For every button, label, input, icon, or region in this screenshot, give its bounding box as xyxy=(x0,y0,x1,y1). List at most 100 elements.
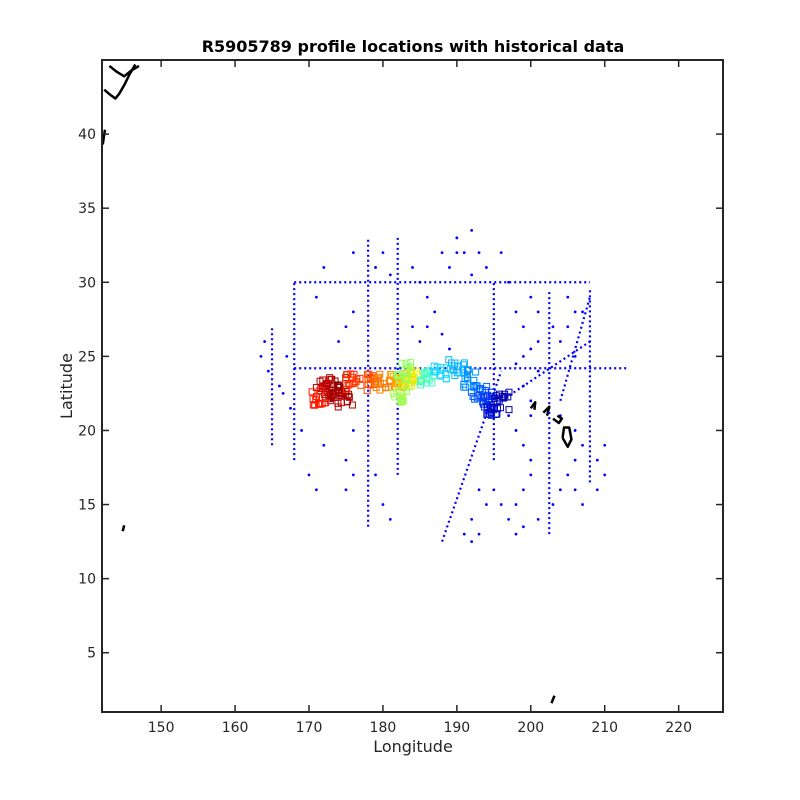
plot-area xyxy=(102,63,627,704)
historical-point-72 xyxy=(566,473,570,477)
historical-point-23 xyxy=(418,280,422,284)
historical-point-77 xyxy=(529,399,533,403)
historical-point-46 xyxy=(558,340,562,343)
historical-point-43 xyxy=(566,295,570,299)
y-tick-label-2: 15 xyxy=(78,498,96,514)
historical-point-7 xyxy=(300,429,304,432)
historical-point-97 xyxy=(381,503,385,506)
historical-point-17 xyxy=(322,266,326,269)
historical-point-48 xyxy=(581,310,584,314)
historical-point-90 xyxy=(374,266,377,269)
historical-point-36 xyxy=(499,251,503,255)
historical-point-19 xyxy=(344,325,348,329)
historical-point-25 xyxy=(433,310,437,314)
historical-point-95 xyxy=(448,347,451,351)
historical-point-91 xyxy=(388,273,392,277)
historical-point-18 xyxy=(314,295,318,299)
historical-point-14 xyxy=(351,473,355,477)
historical-point-44 xyxy=(573,310,577,314)
historical-point-53 xyxy=(521,443,525,447)
historical-point-2 xyxy=(266,369,270,373)
historical-point-84 xyxy=(595,488,599,492)
historical-point-82 xyxy=(595,458,599,462)
historical-point-38 xyxy=(514,310,518,314)
historical-point-59 xyxy=(499,503,503,506)
historical-point-61 xyxy=(485,503,488,506)
historical-point-92 xyxy=(411,325,414,329)
chart-title: R5905789 profile locations with historic… xyxy=(202,37,625,56)
historical-point-66 xyxy=(477,532,481,536)
y-axis-label: Latitude xyxy=(57,353,76,419)
historical-point-73 xyxy=(573,458,577,462)
historical-point-94 xyxy=(440,332,444,336)
x-tick-label-5: 200 xyxy=(517,720,544,736)
historical-point-81 xyxy=(603,473,607,477)
historical-point-70 xyxy=(551,503,555,506)
historical-point-30 xyxy=(462,251,466,255)
historical-point-63 xyxy=(470,517,474,521)
float-profile-15 xyxy=(445,356,468,380)
float-track-layer xyxy=(308,356,513,419)
historical-point-51 xyxy=(507,414,511,418)
historical-point-58 xyxy=(507,517,511,521)
historical-point-37 xyxy=(507,280,511,284)
historical-point-20 xyxy=(351,310,355,314)
y-tick-label-1: 10 xyxy=(78,572,96,588)
historical-data-layer xyxy=(259,229,627,543)
float-profile-12 xyxy=(393,358,415,384)
historical-point-55 xyxy=(529,473,533,477)
plot-frame xyxy=(101,59,724,713)
historical-point-93 xyxy=(418,340,422,343)
historical-point-64 xyxy=(462,532,466,536)
x-tick-label-4: 190 xyxy=(443,720,470,736)
historical-point-71 xyxy=(558,488,562,492)
y-tick-label-0: 5 xyxy=(87,646,96,662)
x-tick-label-3: 180 xyxy=(370,720,397,736)
historical-point-60 xyxy=(492,488,496,492)
coastline-2 xyxy=(108,64,140,78)
historical-point-52 xyxy=(514,429,518,432)
historical-point-42 xyxy=(551,325,555,329)
y-tick-label-5: 30 xyxy=(78,275,96,291)
float-profile-5 xyxy=(342,370,364,393)
historical-point-0 xyxy=(263,340,267,343)
historical-point-32 xyxy=(477,251,481,255)
historical-point-29 xyxy=(455,236,459,240)
historical-point-69 xyxy=(536,517,540,521)
historical-point-56 xyxy=(521,488,525,492)
x-tick-label-2: 170 xyxy=(296,720,323,736)
historical-point-57 xyxy=(514,503,518,506)
historical-point-78 xyxy=(529,414,533,418)
x-axis-label: Longitude xyxy=(373,737,453,756)
historical-point-22 xyxy=(411,266,414,269)
historical-point-39 xyxy=(521,325,525,329)
historical-point-89 xyxy=(381,251,385,255)
historical-point-45 xyxy=(566,325,570,329)
historical-point-74 xyxy=(581,443,584,447)
historical-point-5 xyxy=(281,392,285,395)
historical-point-26 xyxy=(425,325,429,329)
historical-point-9 xyxy=(314,488,318,492)
historical-point-67 xyxy=(514,532,518,536)
axis-ticks: 150 160 170 180 190 200 210 220 5 10 15 20 25 30 35 40 xyxy=(78,60,723,736)
x-tick-label-7: 220 xyxy=(665,720,692,736)
historical-point-80 xyxy=(536,369,540,373)
historical-point-85 xyxy=(581,503,584,506)
historical-point-28 xyxy=(448,266,451,269)
float-profile-3 xyxy=(334,388,356,411)
historical-point-27 xyxy=(440,251,444,255)
historical-point-8 xyxy=(307,473,311,477)
historical-point-47 xyxy=(573,354,577,358)
coastline-8 xyxy=(561,426,573,449)
float-profile-14 xyxy=(430,362,451,383)
historical-point-21 xyxy=(337,340,340,343)
float-profile-20 xyxy=(490,388,513,414)
x-tick-label-0: 150 xyxy=(148,720,175,736)
historical-point-1 xyxy=(259,354,263,358)
historical-point-96 xyxy=(374,473,377,477)
float-profile-11 xyxy=(389,383,413,406)
historical-point-13 xyxy=(344,458,348,462)
coastline-6 xyxy=(542,405,551,416)
historical-point-34 xyxy=(470,229,474,232)
